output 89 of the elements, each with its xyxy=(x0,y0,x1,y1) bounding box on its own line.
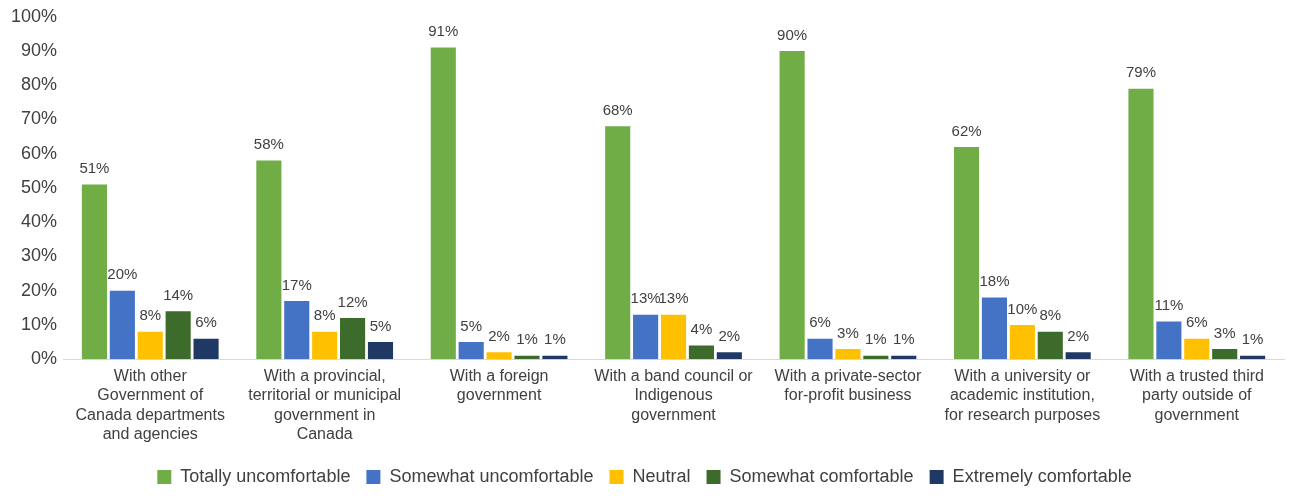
data-label: 2% xyxy=(1067,326,1090,344)
data-label: 51% xyxy=(79,159,110,177)
bar xyxy=(953,146,980,360)
legend-label: Totally uncomfortable xyxy=(180,465,351,486)
data-label: 1% xyxy=(516,330,538,348)
y-tick-label: 50% xyxy=(21,176,58,197)
y-tick-label: 80% xyxy=(21,74,58,95)
bar xyxy=(633,314,659,360)
legend-label: Neutral xyxy=(632,465,691,486)
bar xyxy=(1212,348,1238,360)
x-tick-label: With a provincial, territorial or municipal government in Canada xyxy=(248,367,402,442)
bar xyxy=(1065,352,1091,360)
data-label: 5% xyxy=(460,316,483,334)
data-label: 4% xyxy=(690,320,713,338)
bar xyxy=(430,47,456,360)
x-tick-label: With a trusted third party outside of government xyxy=(1129,367,1264,423)
data-label: 62% xyxy=(951,121,982,139)
y-tick-label: 20% xyxy=(21,279,58,300)
data-label: 3% xyxy=(837,323,859,341)
bar xyxy=(835,348,861,360)
data-label: 90% xyxy=(777,25,808,43)
x-tick-label: With a university or academic institution, for research purposes xyxy=(944,367,1101,423)
data-label: 6% xyxy=(195,313,217,331)
data-label: 1% xyxy=(892,330,915,348)
legend-label: Extremely comfortable xyxy=(952,465,1132,486)
data-label: 1% xyxy=(544,330,566,348)
data-label: 13% xyxy=(630,289,661,307)
bar xyxy=(458,342,484,360)
data-label: 13% xyxy=(658,289,689,307)
bar xyxy=(486,352,512,360)
y-tick-label: 0% xyxy=(31,348,58,369)
data-label: 17% xyxy=(281,275,312,293)
y-tick-label: 70% xyxy=(21,108,58,129)
data-label: 58% xyxy=(253,135,284,153)
data-label: 6% xyxy=(1185,313,1208,331)
data-label: 79% xyxy=(1125,63,1156,81)
bar xyxy=(514,355,540,360)
bar xyxy=(688,345,714,360)
bar xyxy=(1009,324,1035,360)
bar xyxy=(340,318,366,360)
data-label: 18% xyxy=(979,272,1010,290)
data-label: 2% xyxy=(488,326,510,344)
y-tick-label: 90% xyxy=(21,40,58,61)
data-label: 1% xyxy=(865,330,887,348)
bar xyxy=(1184,338,1210,360)
y-tick-label: 60% xyxy=(21,142,58,163)
bar xyxy=(605,126,631,360)
data-label: 20% xyxy=(107,265,138,283)
bar xyxy=(1156,321,1182,360)
data-label: 3% xyxy=(1213,323,1236,341)
x-tick-label: With a foreign government xyxy=(449,367,549,404)
y-tick-label: 10% xyxy=(21,313,58,334)
bar xyxy=(165,311,191,360)
bar xyxy=(81,184,107,360)
data-label: 5% xyxy=(369,316,392,334)
bar xyxy=(137,331,163,360)
x-tick-label: With a private-sector for-profit business xyxy=(774,367,922,404)
bar xyxy=(807,338,833,360)
bar xyxy=(284,300,310,360)
bar xyxy=(1128,88,1154,360)
data-label: 11% xyxy=(1154,296,1184,314)
data-label: 8% xyxy=(313,306,336,324)
data-label: 8% xyxy=(1039,306,1062,324)
bar xyxy=(779,51,805,360)
data-label: 2% xyxy=(718,326,741,344)
bar xyxy=(256,160,282,360)
bar xyxy=(109,290,135,360)
y-tick-label: 40% xyxy=(21,211,58,232)
y-tick-label: 100% xyxy=(10,5,58,26)
legend-label: Somewhat uncomfortable xyxy=(389,465,594,486)
data-label: 68% xyxy=(602,101,633,119)
bar xyxy=(716,352,742,360)
data-label: 1% xyxy=(1241,330,1264,348)
bar xyxy=(1037,331,1063,360)
bar xyxy=(660,314,687,360)
bar xyxy=(367,342,394,360)
x-tick-label: With other Government of Canada departments and agencies xyxy=(75,367,225,442)
data-label: 6% xyxy=(809,313,831,331)
bar xyxy=(312,331,338,360)
data-label: 14% xyxy=(163,285,194,303)
data-label: 10% xyxy=(1007,299,1038,317)
y-tick-label: 30% xyxy=(21,245,58,266)
data-label: 12% xyxy=(337,292,368,310)
bar xyxy=(981,297,1008,360)
data-label: 8% xyxy=(139,306,162,324)
data-label: 91% xyxy=(428,22,459,40)
x-tick-label: With a band council or Indigenous government xyxy=(594,367,754,423)
legend-label: Somewhat comfortable xyxy=(729,465,914,486)
bar xyxy=(193,338,219,360)
